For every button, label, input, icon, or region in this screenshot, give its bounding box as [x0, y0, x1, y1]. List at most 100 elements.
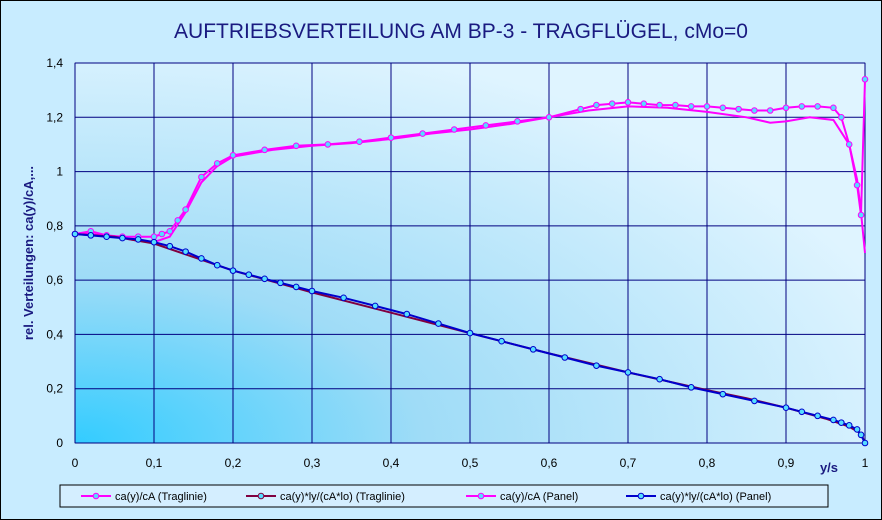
y-tick-label: 1	[56, 165, 63, 179]
data-point	[845, 422, 853, 429]
y-tick-label: 0,2	[46, 382, 63, 396]
data-point	[134, 236, 142, 243]
data-point	[166, 227, 174, 235]
data-point	[814, 103, 821, 110]
data-point	[277, 279, 284, 287]
data-point	[261, 146, 268, 154]
data-point	[292, 283, 300, 291]
data-point	[292, 142, 300, 150]
y-axis-ticks: 0 0,2 0,4 0,6 0,8 1 1,2 1,4	[46, 56, 63, 450]
data-point	[182, 248, 189, 255]
data-point	[719, 104, 727, 112]
legend-label: ca(y)*ly/(cA*lo) (Traglinie)	[280, 491, 405, 503]
data-point	[371, 302, 379, 310]
data-point	[853, 426, 861, 433]
data-point	[482, 122, 490, 129]
y-tick-label: 0	[56, 436, 63, 450]
x-tick-label: 0,3	[304, 456, 321, 470]
data-point	[798, 408, 806, 416]
x-tick-label: 0	[72, 456, 79, 470]
data-point	[687, 384, 695, 391]
data-point	[119, 234, 126, 242]
y-tick-label: 0,4	[46, 327, 63, 341]
data-point	[419, 130, 426, 137]
data-point	[672, 101, 679, 109]
x-tick-label: 0,4	[383, 456, 400, 470]
x-tick-label: 0,5	[462, 456, 479, 470]
data-point	[735, 105, 742, 113]
legend-items: ca(y)/cA (Traglinie) ca(y)*ly/(cA*lo) (Tr…	[81, 491, 771, 503]
data-point	[245, 271, 253, 279]
data-point	[150, 233, 158, 241]
data-point	[498, 337, 505, 345]
legend	[59, 484, 829, 508]
data-point	[798, 103, 806, 110]
legend-label: ca(y)/cA (Panel)	[500, 491, 578, 503]
data-point	[624, 99, 632, 106]
x-tick-label: 0,6	[541, 456, 558, 470]
data-point	[514, 118, 521, 125]
y-tick-label: 1,4	[46, 56, 63, 70]
series-line-0	[75, 105, 866, 254]
y-tick-label: 0,6	[46, 273, 63, 287]
legend-swatch-marker	[477, 492, 485, 500]
data-point	[229, 151, 237, 159]
data-point	[656, 101, 663, 109]
data-point	[861, 75, 869, 83]
x-tick-label: 1	[862, 456, 869, 470]
y-tick-label: 1,2	[46, 110, 63, 124]
data-point	[158, 230, 166, 238]
data-point	[766, 107, 774, 114]
data-point	[830, 416, 837, 424]
data-point	[103, 233, 110, 241]
data-point	[830, 104, 837, 112]
data-point	[719, 390, 727, 398]
data-point	[403, 310, 411, 318]
x-axis-ticks: 0 0,1 0,2 0,3 0,4 0,5 0,6 0,7 0,8 0,9 1	[72, 456, 869, 470]
data-point	[150, 238, 158, 246]
x-tick-label: 0,9	[778, 456, 795, 470]
data-point	[656, 375, 663, 383]
data-point	[229, 267, 237, 274]
data-point	[198, 255, 205, 262]
data-point	[861, 439, 869, 447]
x-tick-label: 0,8	[699, 456, 716, 470]
chart-title: AUFTRIEBSVERTEILUNG AM BP-3 - TRAGFLÜGEL…	[174, 20, 748, 43]
data-point	[857, 211, 865, 219]
data-point	[174, 217, 181, 224]
data-point	[198, 173, 205, 181]
legend-swatch-marker	[257, 492, 265, 500]
series-markers	[71, 75, 869, 447]
data-point	[466, 329, 474, 337]
data-point	[261, 275, 268, 283]
data-point	[814, 412, 821, 420]
data-point	[857, 431, 865, 439]
data-point	[450, 126, 458, 133]
data-point	[166, 242, 174, 250]
data-point	[387, 134, 395, 141]
x-axis-label: y/s	[820, 460, 838, 475]
legend-swatch-marker	[92, 492, 100, 500]
data-point	[751, 397, 758, 405]
legend-label: ca(y)*ly/(cA*lo) (Panel)	[660, 491, 771, 503]
x-tick-label: 0,2	[225, 456, 242, 470]
data-point	[356, 138, 363, 146]
data-point	[853, 181, 861, 189]
y-tick-label: 0,8	[46, 219, 63, 233]
data-point	[182, 206, 189, 213]
data-point	[308, 287, 316, 295]
data-point	[608, 100, 616, 108]
data-point	[213, 261, 221, 269]
grid-lines	[74, 62, 866, 444]
data-point	[87, 232, 95, 239]
legend-label: ca(y)/cA (Traglinie)	[115, 491, 207, 503]
data-point	[593, 362, 600, 369]
data-point	[529, 346, 537, 353]
data-point	[751, 107, 758, 114]
data-point	[703, 103, 711, 110]
x-tick-label: 0,1	[146, 456, 163, 470]
y-axis-label: rel. Verteilungen: ca(y)/cA,...	[21, 166, 36, 340]
data-point	[624, 369, 632, 376]
